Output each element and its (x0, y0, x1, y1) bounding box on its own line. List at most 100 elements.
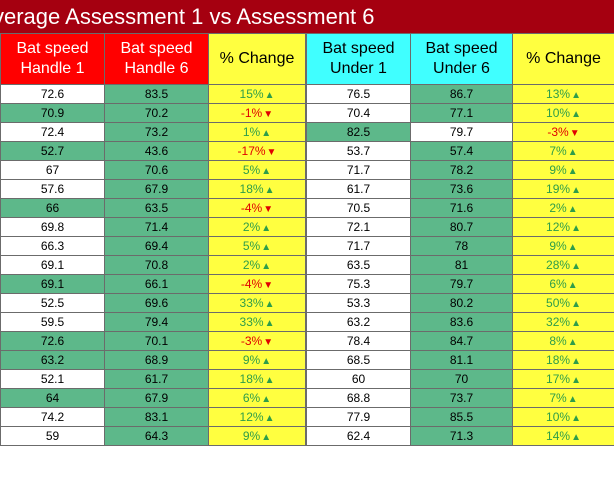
under-change-cell[interactable]: 2%▲ (512, 198, 614, 218)
handle-1-cell[interactable]: 66.3 (0, 236, 105, 256)
under-1-cell[interactable]: 82.5 (306, 122, 411, 142)
under-change-cell[interactable]: 10%▲ (512, 407, 614, 427)
handle-change-cell[interactable]: 33%▲ (208, 312, 306, 332)
handle-1-cell[interactable]: 70.9 (0, 103, 105, 123)
handle-6-cell[interactable]: 64.3 (104, 426, 209, 446)
handle-change-cell[interactable]: -4%▼ (208, 274, 306, 294)
under-6-cell[interactable]: 85.5 (410, 407, 513, 427)
handle-change-cell[interactable]: -17%▼ (208, 141, 306, 161)
under-6-cell[interactable]: 80.2 (410, 293, 513, 313)
handle-1-cell[interactable]: 52.1 (0, 369, 105, 389)
under-6-cell[interactable]: 80.7 (410, 217, 513, 237)
handle-1-cell[interactable]: 59 (0, 426, 105, 446)
under-1-cell[interactable]: 60 (306, 369, 411, 389)
under-change-cell[interactable]: 9%▲ (512, 236, 614, 256)
handle-6-cell[interactable]: 83.5 (104, 84, 209, 104)
under-1-cell[interactable]: 70.4 (306, 103, 411, 123)
under-6-cell[interactable]: 77.1 (410, 103, 513, 123)
handle-6-cell[interactable]: 63.5 (104, 198, 209, 218)
handle-6-cell[interactable]: 70.1 (104, 331, 209, 351)
handle-6-cell[interactable]: 79.4 (104, 312, 209, 332)
header-bat-speed-under-1[interactable]: Bat speed Under 1 (306, 33, 411, 85)
under-change-cell[interactable]: 14%▲ (512, 426, 614, 446)
header-bat-speed-handle-1[interactable]: Bat speed Handle 1 (0, 33, 105, 85)
under-change-cell[interactable]: 7%▲ (512, 141, 614, 161)
under-6-cell[interactable]: 57.4 (410, 141, 513, 161)
under-6-cell[interactable]: 83.6 (410, 312, 513, 332)
handle-change-cell[interactable]: 2%▲ (208, 217, 306, 237)
handle-6-cell[interactable]: 67.9 (104, 179, 209, 199)
handle-change-cell[interactable]: 12%▲ (208, 407, 306, 427)
under-1-cell[interactable]: 71.7 (306, 160, 411, 180)
handle-change-cell[interactable]: 15%▲ (208, 84, 306, 104)
handle-1-cell[interactable]: 72.6 (0, 331, 105, 351)
handle-change-cell[interactable]: 9%▲ (208, 426, 306, 446)
handle-change-cell[interactable]: 5%▲ (208, 236, 306, 256)
under-6-cell[interactable]: 81.1 (410, 350, 513, 370)
handle-6-cell[interactable]: 71.4 (104, 217, 209, 237)
under-6-cell[interactable]: 86.7 (410, 84, 513, 104)
under-1-cell[interactable]: 53.3 (306, 293, 411, 313)
handle-6-cell[interactable]: 69.6 (104, 293, 209, 313)
under-change-cell[interactable]: 13%▲ (512, 84, 614, 104)
handle-1-cell[interactable]: 69.1 (0, 274, 105, 294)
handle-change-cell[interactable]: 6%▲ (208, 388, 306, 408)
under-change-cell[interactable]: 8%▲ (512, 331, 614, 351)
handle-change-cell[interactable]: -4%▼ (208, 198, 306, 218)
under-6-cell[interactable]: 73.6 (410, 179, 513, 199)
header-bat-speed-under-6[interactable]: Bat speed Under 6 (410, 33, 513, 85)
handle-change-cell[interactable]: 18%▲ (208, 369, 306, 389)
under-change-cell[interactable]: 12%▲ (512, 217, 614, 237)
under-change-cell[interactable]: 28%▲ (512, 255, 614, 275)
under-change-cell[interactable]: -3%▼ (512, 122, 614, 142)
handle-1-cell[interactable]: 69.8 (0, 217, 105, 237)
under-change-cell[interactable]: 6%▲ (512, 274, 614, 294)
under-6-cell[interactable]: 79.7 (410, 274, 513, 294)
under-1-cell[interactable]: 75.3 (306, 274, 411, 294)
handle-6-cell[interactable]: 70.6 (104, 160, 209, 180)
handle-6-cell[interactable]: 83.1 (104, 407, 209, 427)
under-6-cell[interactable]: 78.2 (410, 160, 513, 180)
handle-1-cell[interactable]: 63.2 (0, 350, 105, 370)
handle-1-cell[interactable]: 66 (0, 198, 105, 218)
under-1-cell[interactable]: 78.4 (306, 331, 411, 351)
handle-6-cell[interactable]: 61.7 (104, 369, 209, 389)
handle-change-cell[interactable]: 5%▲ (208, 160, 306, 180)
under-1-cell[interactable]: 62.4 (306, 426, 411, 446)
under-6-cell[interactable]: 71.6 (410, 198, 513, 218)
under-1-cell[interactable]: 61.7 (306, 179, 411, 199)
handle-1-cell[interactable]: 52.7 (0, 141, 105, 161)
handle-change-cell[interactable]: 18%▲ (208, 179, 306, 199)
header-handle-change[interactable]: % Change (208, 33, 306, 85)
handle-change-cell[interactable]: -3%▼ (208, 331, 306, 351)
under-6-cell[interactable]: 71.3 (410, 426, 513, 446)
under-6-cell[interactable]: 73.7 (410, 388, 513, 408)
handle-6-cell[interactable]: 68.9 (104, 350, 209, 370)
handle-change-cell[interactable]: 33%▲ (208, 293, 306, 313)
handle-change-cell[interactable]: 1%▲ (208, 122, 306, 142)
handle-6-cell[interactable]: 66.1 (104, 274, 209, 294)
header-under-change[interactable]: % Change (512, 33, 614, 85)
under-1-cell[interactable]: 63.5 (306, 255, 411, 275)
handle-1-cell[interactable]: 59.5 (0, 312, 105, 332)
under-6-cell[interactable]: 79.7 (410, 122, 513, 142)
under-1-cell[interactable]: 76.5 (306, 84, 411, 104)
under-1-cell[interactable]: 77.9 (306, 407, 411, 427)
handle-6-cell[interactable]: 67.9 (104, 388, 209, 408)
under-1-cell[interactable]: 68.5 (306, 350, 411, 370)
under-1-cell[interactable]: 53.7 (306, 141, 411, 161)
under-6-cell[interactable]: 81 (410, 255, 513, 275)
handle-6-cell[interactable]: 69.4 (104, 236, 209, 256)
handle-6-cell[interactable]: 70.2 (104, 103, 209, 123)
under-1-cell[interactable]: 63.2 (306, 312, 411, 332)
handle-change-cell[interactable]: -1%▼ (208, 103, 306, 123)
under-change-cell[interactable]: 50%▲ (512, 293, 614, 313)
handle-1-cell[interactable]: 64 (0, 388, 105, 408)
under-1-cell[interactable]: 72.1 (306, 217, 411, 237)
under-1-cell[interactable]: 68.8 (306, 388, 411, 408)
handle-change-cell[interactable]: 9%▲ (208, 350, 306, 370)
under-change-cell[interactable]: 19%▲ (512, 179, 614, 199)
handle-1-cell[interactable]: 72.6 (0, 84, 105, 104)
under-change-cell[interactable]: 10%▲ (512, 103, 614, 123)
header-bat-speed-handle-6[interactable]: Bat speed Handle 6 (104, 33, 209, 85)
